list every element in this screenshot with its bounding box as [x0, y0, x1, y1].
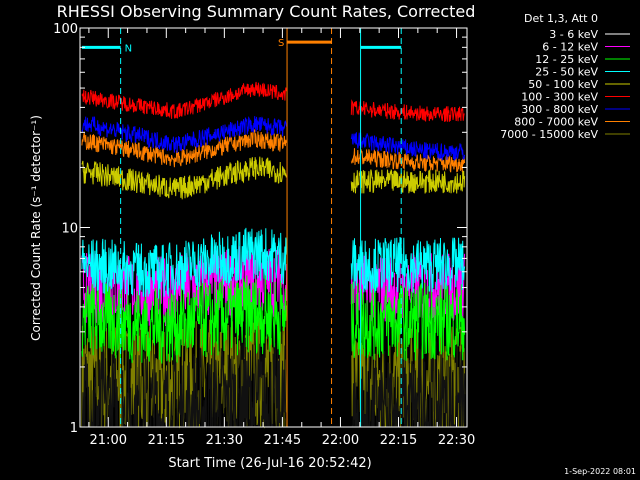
legend-label: 3 - 6 keV — [549, 28, 598, 41]
x-tick-label: 22:00 — [322, 433, 359, 448]
y-tick-label: 100 — [53, 22, 78, 37]
series-line — [350, 132, 466, 161]
series-line — [350, 169, 466, 194]
x-tick-label: 21:15 — [148, 433, 185, 448]
x-tick-label: 21:00 — [90, 433, 127, 448]
x-tick-label: 22:15 — [380, 433, 417, 448]
legend-label: 7000 - 15000 keV — [500, 128, 598, 141]
series-line — [81, 156, 288, 200]
y-tick-label: 10 — [61, 222, 78, 237]
x-tick-label: 22:30 — [438, 433, 475, 448]
y-tick-label: 1 — [70, 421, 78, 436]
x-tick-label: 21:30 — [206, 433, 243, 448]
legend-label: 12 - 25 keV — [535, 53, 598, 66]
series-50-100-kev — [81, 156, 466, 200]
y-axis-label: Corrected Count Rate (s⁻¹ detector⁻¹) — [29, 115, 43, 341]
series-line — [350, 236, 466, 293]
legend-label: 300 - 800 keV — [521, 103, 598, 116]
flag-label: S — [278, 38, 284, 49]
legend-label: 800 - 7000 keV — [514, 116, 598, 129]
legend-title: Det 1,3, Att 0 — [524, 12, 598, 25]
series-25-50-kev — [81, 227, 466, 299]
series-300-800-kev — [81, 116, 466, 161]
flag-label: N — [125, 43, 132, 54]
legend-label: 100 - 300 keV — [521, 91, 598, 104]
chart-title: RHESSI Observing Summary Count Rates, Co… — [57, 2, 476, 21]
x-tick-label: 21:45 — [264, 433, 301, 448]
series-line — [351, 326, 466, 428]
series-line — [81, 116, 288, 154]
series-line — [350, 148, 466, 173]
series-line — [350, 99, 465, 122]
series-line — [81, 81, 288, 119]
legend-label: 50 - 100 keV — [528, 78, 598, 91]
series-800-7000-kev — [81, 128, 466, 173]
x-axis-label: Start Time (26-Jul-16 20:52:42) — [168, 456, 371, 471]
footer-timestamp: 1-Sep-2022 08:01 — [564, 467, 636, 476]
series-line — [81, 227, 288, 299]
series-line — [81, 275, 288, 364]
series-100-300-kev — [81, 81, 465, 122]
series-line — [81, 128, 287, 168]
axis-ticks: 21:00 21:15 21:30 21:45 22:00 22:15 22:30 1 10 10… — [53, 22, 475, 448]
legend-label: 6 - 12 keV — [542, 41, 598, 54]
legend-label: 25 - 50 keV — [535, 66, 598, 79]
